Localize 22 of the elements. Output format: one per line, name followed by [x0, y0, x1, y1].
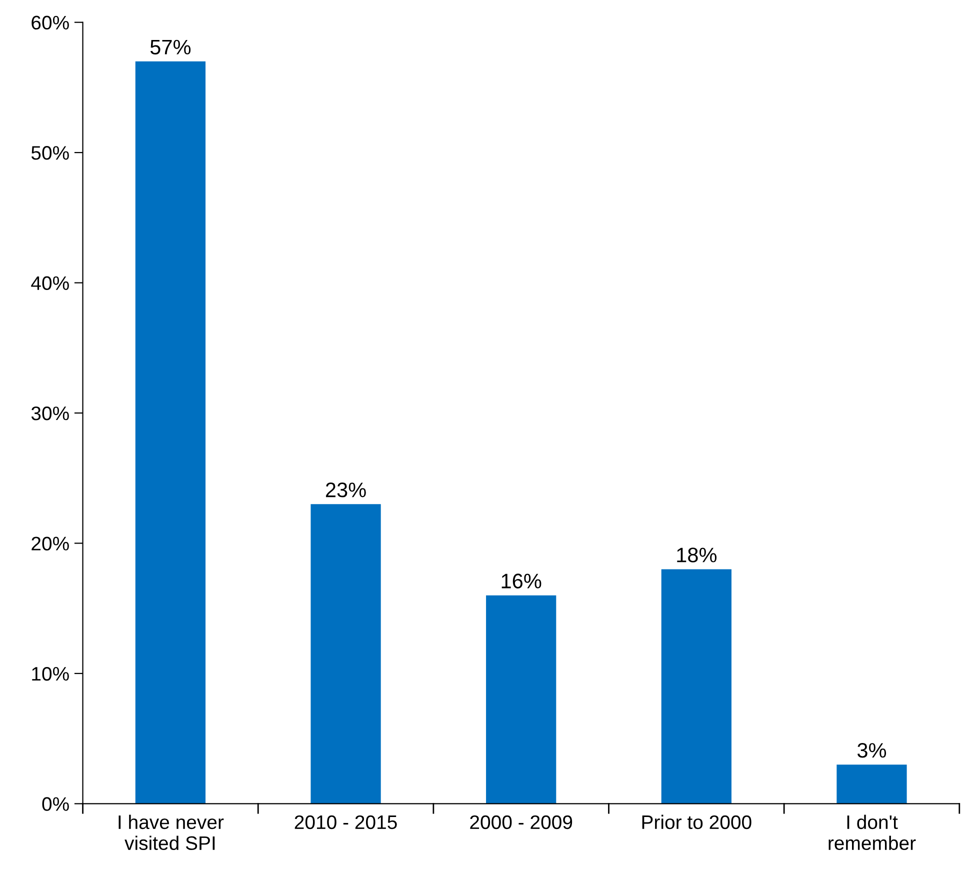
data-label: 57%: [150, 40, 191, 54]
data-label: 23%: [326, 482, 366, 498]
bar: [135, 61, 206, 804]
data-label: 16%: [502, 574, 542, 588]
bar: [836, 764, 907, 804]
x-tick-label: I have never visited SPI: [118, 814, 224, 850]
y-tick-label: 0%: [42, 797, 69, 811]
y-tick-label: 10%: [32, 666, 69, 681]
y-tick-label: 60%: [32, 16, 69, 30]
x-tick-label: 2000 - 2009: [470, 815, 572, 830]
y-tick-label: 20%: [32, 536, 69, 550]
y-tick-label: 30%: [31, 406, 69, 420]
x-tick-label: Prior to 2000: [642, 814, 752, 830]
bar: [486, 595, 556, 804]
y-tick-label: 40%: [31, 276, 69, 290]
data-label: 18%: [677, 548, 717, 562]
bar: [661, 569, 732, 804]
bar: [310, 504, 381, 804]
data-label: 3%: [857, 742, 886, 758]
y-tick-label: 50%: [31, 146, 69, 160]
x-tick-label: I don't remember: [828, 814, 916, 850]
x-tick-label: 2010 - 2015: [294, 815, 397, 830]
